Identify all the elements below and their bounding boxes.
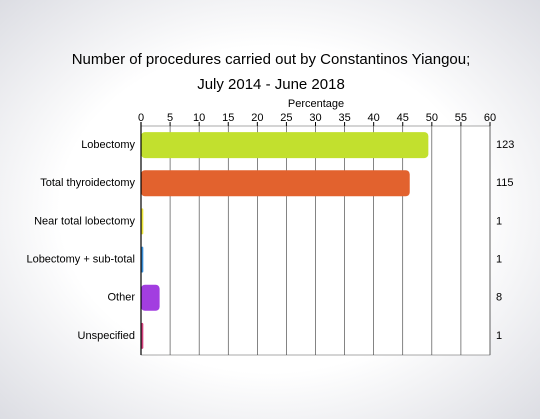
bar	[141, 170, 410, 197]
x-tick-label: 30	[309, 112, 321, 124]
x-tick-label: 55	[455, 112, 467, 124]
y-tick-label: Unspecified	[78, 330, 135, 342]
chart-title: Number of procedures carried out by Cons…	[72, 51, 471, 68]
x-tick-label: 60	[484, 112, 496, 124]
bar	[141, 284, 160, 311]
x-tick-label: 0	[138, 112, 144, 124]
bar	[141, 132, 429, 159]
count-label: 1	[496, 215, 502, 227]
x-tick-label: 35	[338, 112, 350, 124]
y-tick-label: Other	[107, 292, 135, 304]
chart-subtitle: July 2014 - June 2018	[197, 76, 345, 93]
count-label: 1	[496, 253, 502, 265]
x-tick-label: 25	[280, 112, 292, 124]
y-tick-label: Lobectomy + sub-total	[26, 253, 135, 265]
x-tick-label: 20	[251, 112, 263, 124]
x-tick-label: 45	[397, 112, 409, 124]
x-tick-label: 40	[368, 112, 380, 124]
count-label: 1	[496, 330, 502, 342]
y-tick-label: Lobectomy	[81, 139, 135, 151]
x-axis-label: Percentage	[288, 98, 344, 110]
y-tick-label: Total thyroidectomy	[40, 177, 135, 189]
x-tick-label: 50	[426, 112, 438, 124]
x-tick-label: 10	[193, 112, 205, 124]
count-label: 115	[496, 177, 514, 189]
y-tick-label: Near total lobectomy	[34, 215, 135, 227]
count-label: 123	[496, 139, 514, 151]
x-tick-label: 15	[222, 112, 234, 124]
count-label: 8	[496, 292, 502, 304]
x-tick-label: 5	[167, 112, 173, 124]
